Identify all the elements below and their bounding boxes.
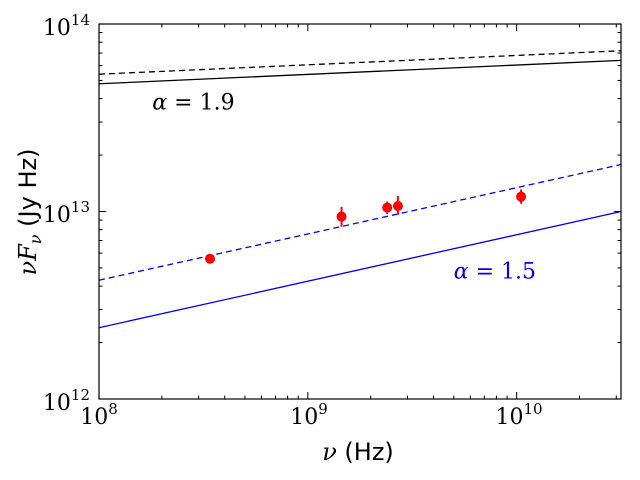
data-point bbox=[382, 202, 393, 213]
x-axis-label: ν (Hz) bbox=[322, 438, 394, 466]
plot-frame bbox=[98, 23, 622, 400]
series-line-3 bbox=[98, 163, 622, 281]
series-line-0 bbox=[98, 59, 622, 85]
points-layer bbox=[204, 189, 527, 264]
x-tick-label: 1010 bbox=[495, 400, 542, 430]
y-tick-label: 1014 bbox=[43, 11, 90, 41]
y-tick-label: 1013 bbox=[43, 198, 90, 228]
x-tick-label: 109 bbox=[290, 400, 328, 430]
data-point bbox=[392, 200, 403, 211]
y-axis-label: νFν (Jy Hz) bbox=[14, 149, 45, 276]
data-point bbox=[204, 253, 215, 264]
alpha-1.5-annotation: α = 1.5 bbox=[454, 259, 536, 284]
data-point bbox=[516, 191, 527, 202]
y-tick-label: 1012 bbox=[43, 386, 90, 416]
alpha-1.9-annotation: α = 1.9 bbox=[152, 90, 234, 115]
series-line-1 bbox=[98, 50, 622, 75]
data-point bbox=[336, 211, 347, 222]
series-layer bbox=[98, 50, 622, 329]
x-tick-label: 108 bbox=[80, 400, 118, 430]
series-line-2 bbox=[98, 210, 622, 329]
